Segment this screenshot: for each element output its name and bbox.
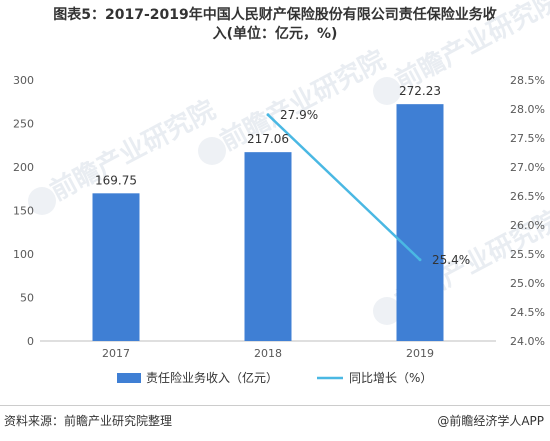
legend: 责任险业务收入（亿元） 同比增长（%） <box>117 370 432 385</box>
title-line-2: 入(单位：亿元，%) <box>212 26 338 42</box>
y-left-tick-label: 150 <box>13 205 34 218</box>
y-right-tick-label: 25.5% <box>510 248 545 261</box>
watermark-logo <box>28 187 56 215</box>
watermark-logo <box>373 297 401 325</box>
y-left-tick-label: 200 <box>13 161 34 174</box>
line-series <box>266 113 422 262</box>
line-point <box>418 258 422 262</box>
title-line-1: 图表5：2017-2019年中国人民财产保险股份有限公司责任保险业务收 <box>53 7 497 23</box>
y-right-tick-label: 25.0% <box>510 277 545 290</box>
source-note: 资料来源：前瞻产业研究院整理 <box>4 414 173 428</box>
footer-divider <box>0 405 550 406</box>
bar <box>396 104 444 341</box>
watermark-text: 前瞻产业研究院 <box>215 44 390 157</box>
legend-bar-swatch <box>117 373 141 383</box>
line-point <box>266 113 270 117</box>
chart-title: 图表5：2017-2019年中国人民财产保险股份有限公司责任保险业务收 入(单位… <box>0 6 550 44</box>
y-left-tick-label: 0 <box>27 335 34 348</box>
bar-series <box>92 104 444 341</box>
y-left-tick-label: 250 <box>13 118 34 131</box>
bar <box>244 152 292 341</box>
bar-value-label: 272.23 <box>399 84 441 98</box>
watermark-text: 前瞻产业研究院 <box>45 94 220 207</box>
legend-bar-label: 责任险业务收入（亿元） <box>146 370 278 385</box>
y-right-tick-label: 27.0% <box>510 161 545 174</box>
brand-credit: @前瞻经济学人APP <box>437 414 544 428</box>
y-right-tick-label: 28.5% <box>510 74 545 87</box>
watermark-logo <box>373 77 401 105</box>
y-right-tick-label: 24.0% <box>510 335 545 348</box>
x-tick-label: 2019 <box>406 347 434 360</box>
y-left-tick-label: 50 <box>20 292 34 305</box>
bar <box>92 193 140 341</box>
watermark-logo <box>198 137 226 165</box>
y-right-tick-label: 28.0% <box>510 103 545 116</box>
bar-value-label: 169.75 <box>95 173 137 187</box>
legend-line-label: 同比增长（%） <box>349 371 432 385</box>
bar-value-label: 217.06 <box>247 132 289 146</box>
x-tick-label: 2017 <box>102 347 130 360</box>
line-value-label: 25.4% <box>432 253 470 267</box>
y-right-tick-label: 27.5% <box>510 132 545 145</box>
y-left-tick-label: 300 <box>13 74 34 87</box>
y-left-tick-label: 100 <box>13 248 34 261</box>
y-right-tick-label: 24.5% <box>510 306 545 319</box>
x-tick-label: 2018 <box>254 347 282 360</box>
data-labels: 169.75 217.06 272.23 27.9% 25.4% <box>95 84 470 267</box>
line-value-label: 27.9% <box>280 108 318 122</box>
y-right-tick-label: 26.5% <box>510 190 545 203</box>
y-right-tick-label: 26.0% <box>510 219 545 232</box>
growth-line <box>267 113 421 261</box>
